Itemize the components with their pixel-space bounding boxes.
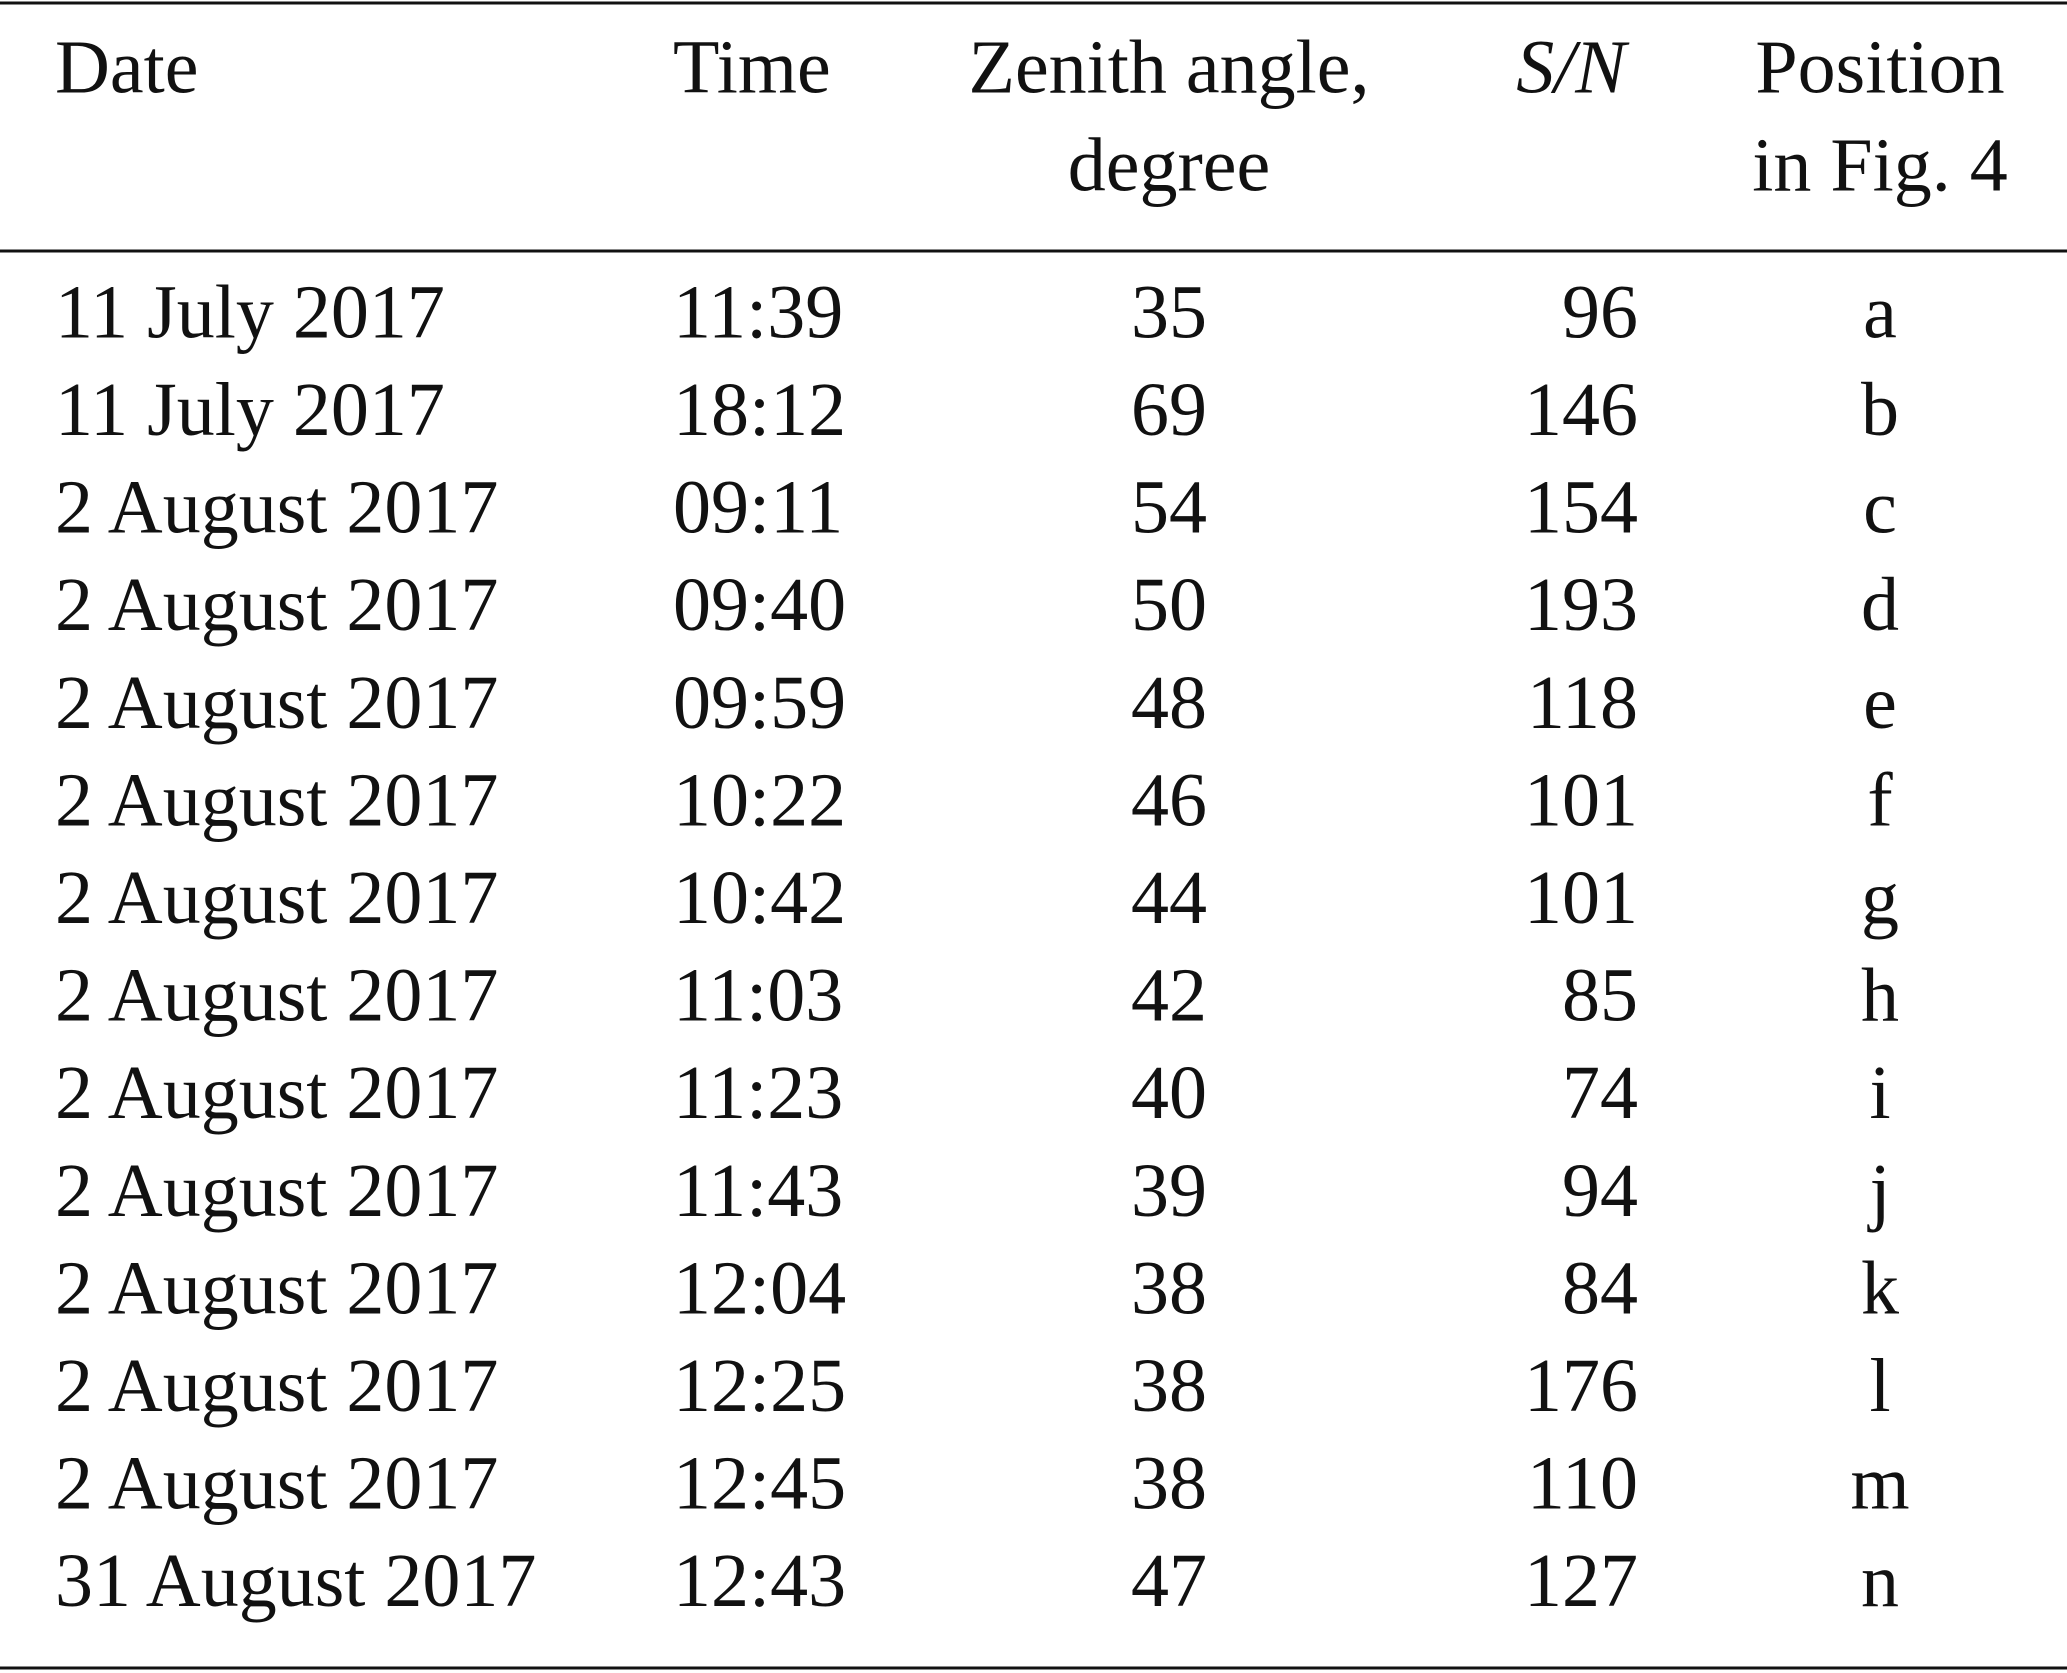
table-cell: h [1861,954,1899,1038]
header-cell: S/N [1516,25,1630,109]
table-cell: 2 August 2017 [55,1246,498,1330]
table-cell: 10:22 [673,758,846,842]
header-cell: in Fig. 4 [1752,123,2008,207]
table-cell: l [1869,1344,1890,1428]
table-cell: 46 [1131,758,1207,842]
table-cell: 44 [1131,856,1207,940]
table-cell: 2 August 2017 [55,1442,498,1526]
table-cell: 84 [1562,1246,1638,1330]
table-cell: 127 [1524,1539,1638,1623]
table-cell: 11:43 [673,1149,843,1233]
table-cell: k [1861,1246,1899,1330]
table-cell: 94 [1562,1149,1638,1233]
table-cell: m [1850,1442,1909,1526]
table-cell: 2 August 2017 [55,758,498,842]
table-cell: 2 August 2017 [55,1051,498,1135]
table-cell: 38 [1131,1442,1207,1526]
table-cell: 69 [1131,368,1207,452]
header-cell: Time [673,25,831,109]
table-cell: 18:12 [673,368,846,452]
table-cell: 50 [1131,563,1207,647]
header-cell: Position [1755,25,2004,109]
table-cell: 74 [1562,1051,1638,1135]
table-cell: i [1869,1051,1890,1135]
table-cell: 12:04 [673,1246,846,1330]
header-cell: Zenith angle, [969,25,1370,109]
table-cell: 11 July 2017 [55,270,445,354]
table-cell: 110 [1527,1442,1638,1526]
table-cell: 47 [1131,1539,1207,1623]
table-cell: d [1861,563,1899,647]
table-cell: 11:23 [673,1051,843,1135]
table-cell: 12:43 [673,1539,846,1623]
table-cell: 2 August 2017 [55,563,498,647]
table-cell: 146 [1524,368,1638,452]
table-cell: 2 August 2017 [55,466,498,550]
table-cell: 31 August 2017 [55,1539,536,1623]
table-cell: 54 [1131,466,1207,550]
table-cell: 12:25 [673,1344,846,1428]
table-cell: 2 August 2017 [55,954,498,1038]
table-cell: 2 August 2017 [55,1149,498,1233]
table-cell: 35 [1131,270,1207,354]
table-cell: 38 [1131,1246,1207,1330]
header-cell: degree [1068,123,1271,207]
table-cell: 48 [1131,661,1207,745]
table-cell: g [1861,856,1899,940]
table-cell: 38 [1131,1344,1207,1428]
table-cell: 40 [1131,1051,1207,1135]
table-cell: 85 [1562,954,1638,1038]
table-cell: 96 [1562,270,1638,354]
table-cell: 12:45 [673,1442,846,1526]
table-cell: 101 [1524,856,1638,940]
table-cell: 09:59 [673,661,846,745]
table-cell: 118 [1527,661,1638,745]
table-cell: 11:39 [673,270,843,354]
table-cell: 10:42 [673,856,846,940]
table-cell: n [1861,1539,1899,1623]
table-cell: 2 August 2017 [55,856,498,940]
table-cell: a [1863,270,1897,354]
table-cell: 193 [1524,563,1638,647]
table-cell: 154 [1524,466,1638,550]
table-cell: c [1863,466,1897,550]
table-cell: 11 July 2017 [55,368,445,452]
table-cell: 39 [1131,1149,1207,1233]
table-cell: f [1867,758,1893,842]
table-cell: 101 [1524,758,1638,842]
table-cell: 2 August 2017 [55,661,498,745]
table-cell: 11:03 [673,954,843,1038]
header-cell: Date [55,25,198,109]
table-cell: j [1866,1149,1890,1233]
table-cell: e [1863,661,1897,745]
table-cell: b [1861,368,1899,452]
table-cell: 176 [1524,1344,1638,1428]
table-cell: 09:11 [673,466,843,550]
table-cell: 42 [1131,954,1207,1038]
table-cell: 09:40 [673,563,846,647]
table-cell: 2 August 2017 [55,1344,498,1428]
